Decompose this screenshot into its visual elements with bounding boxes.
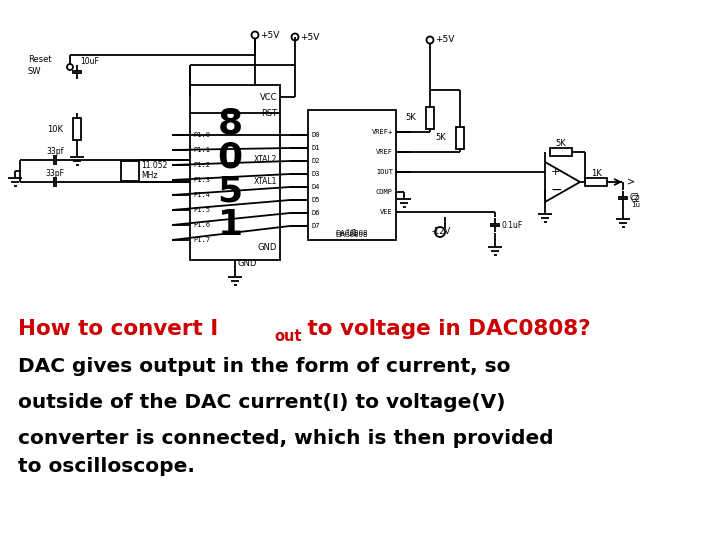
Bar <box>426 107 434 129</box>
Text: outside of the DAC current(I) to voltage(V): outside of the DAC current(I) to voltage… <box>18 393 505 412</box>
Bar <box>550 148 572 156</box>
Text: P1.4: P1.4 <box>193 192 210 198</box>
Text: 8: 8 <box>217 106 243 140</box>
Text: D1: D1 <box>311 145 320 151</box>
Text: GND: GND <box>238 259 257 267</box>
Text: 33pf: 33pf <box>46 147 63 157</box>
Text: P1.7: P1.7 <box>193 237 210 243</box>
Text: P1.0: P1.0 <box>193 132 210 138</box>
Text: 5K: 5K <box>405 113 416 123</box>
Text: 5K: 5K <box>436 133 446 143</box>
Text: DAC gives output in the form of current, so: DAC gives output in the form of current,… <box>18 357 510 376</box>
Text: -12V: -12V <box>432 227 451 237</box>
Text: D5: D5 <box>311 197 320 203</box>
Text: 5K: 5K <box>556 139 567 148</box>
Text: 10uF: 10uF <box>80 57 99 65</box>
Text: COMP: COMP <box>376 189 393 195</box>
Text: out: out <box>274 329 302 344</box>
Text: converter is connected, which is then provided: converter is connected, which is then pr… <box>18 429 554 448</box>
Text: P1.3: P1.3 <box>193 177 210 183</box>
Text: VREF: VREF <box>376 149 393 155</box>
Bar <box>456 127 464 149</box>
Text: VCC: VCC <box>259 92 277 102</box>
Text: D2: D2 <box>311 158 320 164</box>
Text: D6: D6 <box>311 210 320 216</box>
Text: How to convert I: How to convert I <box>18 319 218 339</box>
Text: +: + <box>551 167 560 177</box>
Bar <box>190 85 280 260</box>
Text: 5: 5 <box>217 174 243 208</box>
Text: D4: D4 <box>311 184 320 190</box>
Bar <box>585 178 607 186</box>
Text: C2: C2 <box>630 193 640 202</box>
Text: Reset: Reset <box>28 56 52 64</box>
Text: GND: GND <box>258 244 277 253</box>
Text: +5V: +5V <box>435 36 454 44</box>
Text: D3: D3 <box>311 171 320 177</box>
Text: to voltage in DAC0808?: to voltage in DAC0808? <box>300 319 590 339</box>
Text: 11.052: 11.052 <box>141 161 167 171</box>
Text: D7: D7 <box>311 223 320 229</box>
Text: RST: RST <box>261 109 277 118</box>
Text: DAC0808: DAC0808 <box>336 230 368 236</box>
Text: >: > <box>627 177 635 187</box>
Text: IOUT: IOUT <box>376 169 393 175</box>
Text: DAC0808: DAC0808 <box>336 232 368 238</box>
Text: P1.2: P1.2 <box>193 162 210 168</box>
Text: −: − <box>551 183 562 197</box>
Text: VEE: VEE <box>380 209 393 215</box>
Text: P1.6: P1.6 <box>193 222 210 228</box>
Text: P1.5: P1.5 <box>193 207 210 213</box>
Text: +5V: +5V <box>300 32 320 42</box>
Bar <box>121 161 139 181</box>
Text: 1: 1 <box>217 208 243 242</box>
Text: D0: D0 <box>311 132 320 138</box>
Text: XTAL1: XTAL1 <box>253 178 277 186</box>
Text: C2: C2 <box>631 194 641 204</box>
Text: MHz: MHz <box>141 172 158 180</box>
Text: SW: SW <box>28 68 42 77</box>
Text: VREF+: VREF+ <box>372 129 393 135</box>
Text: +5V: +5V <box>260 30 279 39</box>
Text: P1.1: P1.1 <box>193 147 210 153</box>
Bar <box>308 110 396 240</box>
Text: 1u: 1u <box>631 202 640 208</box>
Text: 0.1uF: 0.1uF <box>502 221 523 231</box>
Text: to oscilloscope.: to oscilloscope. <box>18 457 195 476</box>
Text: 10K: 10K <box>47 125 63 133</box>
Text: U1: U1 <box>346 230 358 239</box>
Text: XTAL2: XTAL2 <box>253 156 277 165</box>
Text: 33pF: 33pF <box>45 170 65 179</box>
Text: 1K: 1K <box>590 170 601 179</box>
Text: 0: 0 <box>217 140 243 174</box>
Bar <box>73 118 81 140</box>
